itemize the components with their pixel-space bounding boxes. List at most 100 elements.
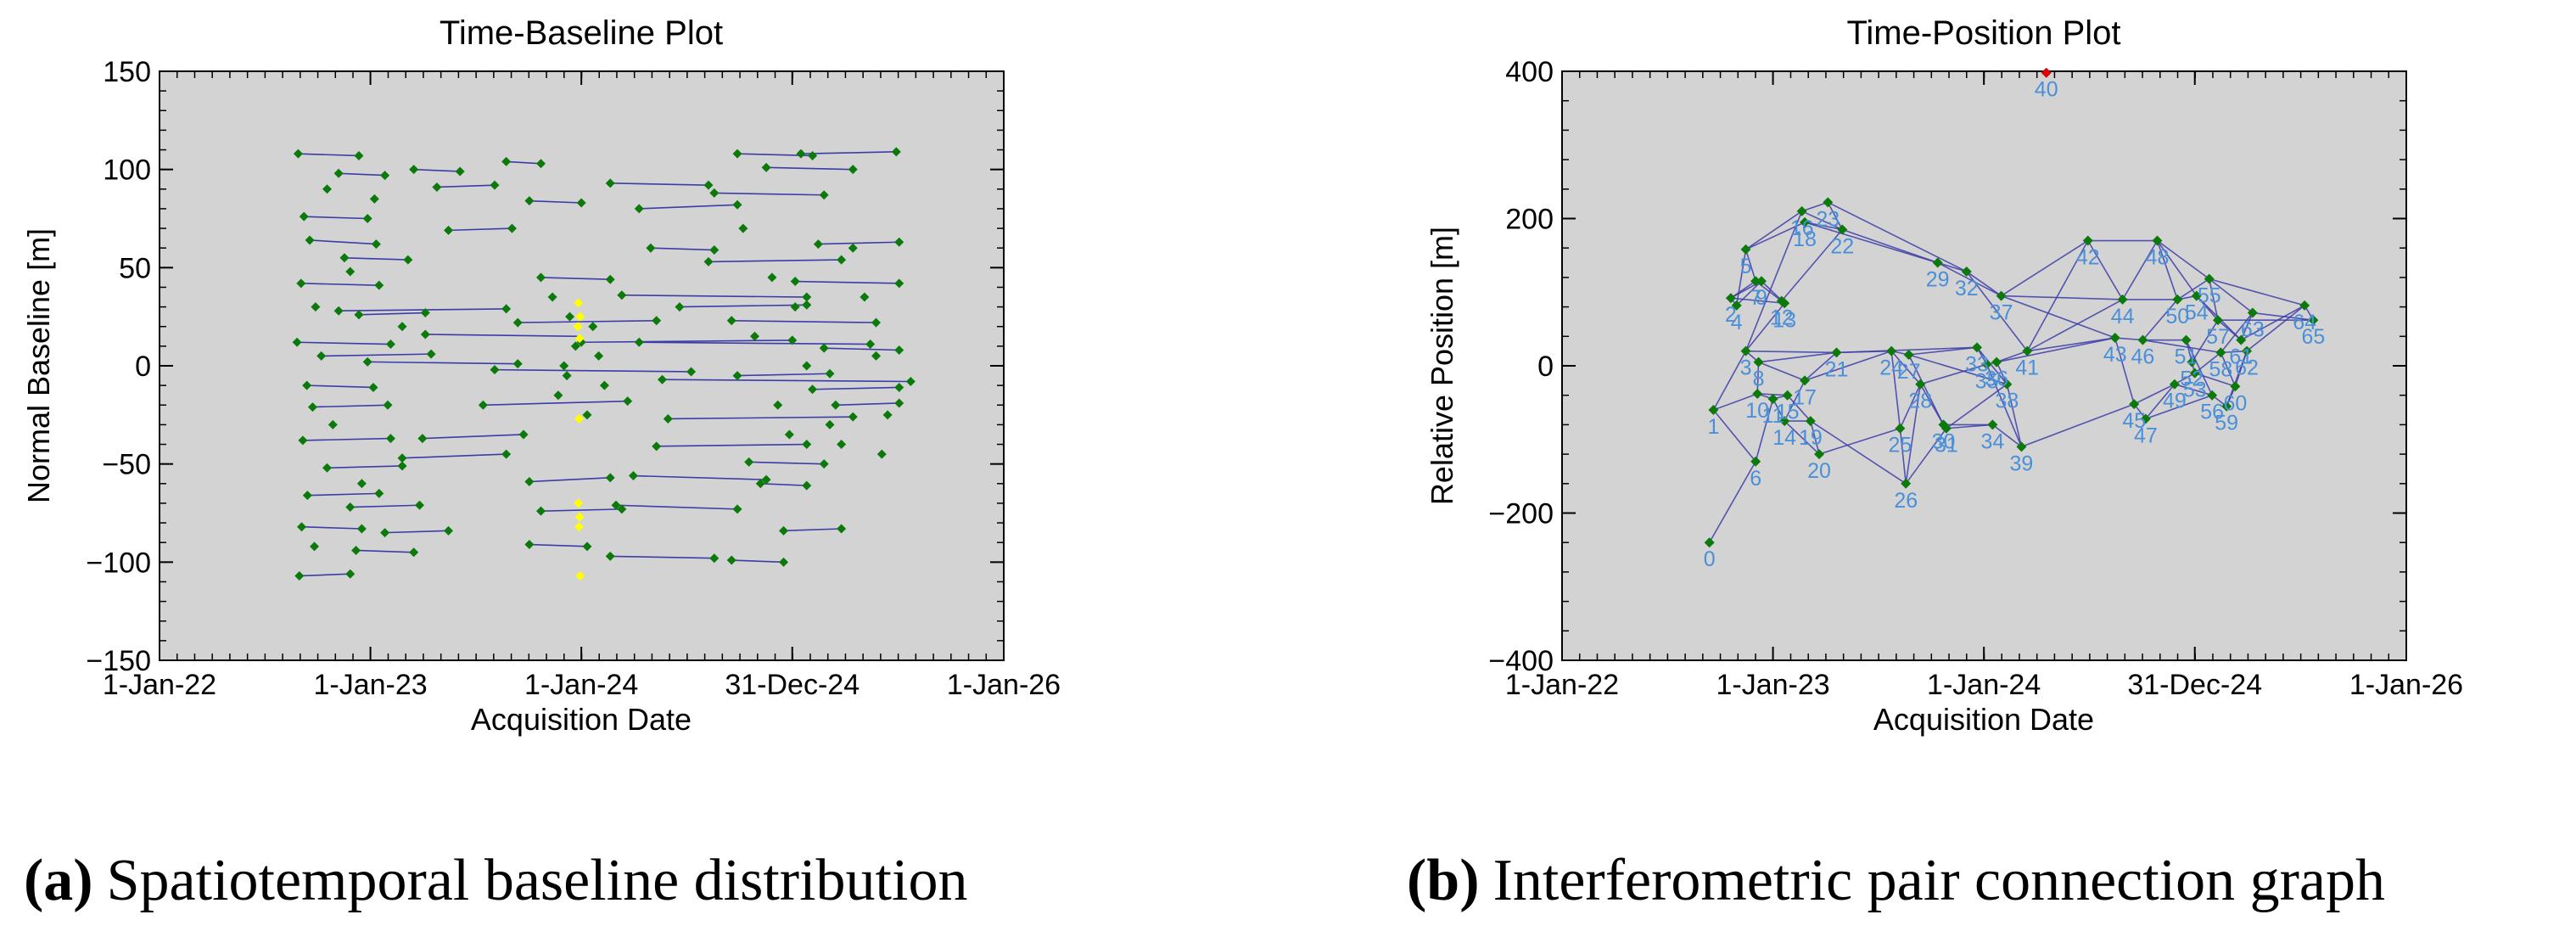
caption-a-text: Spatiotemporal baseline distribution: [107, 848, 968, 913]
acquisition-point: [894, 278, 904, 289]
connection-edge: [1991, 424, 2022, 448]
acquisition-node: [2189, 368, 2200, 379]
connection-edge: [2220, 312, 2254, 353]
pair-line: [358, 311, 426, 316]
acquisition-point: [322, 184, 333, 194]
connection-edge: [1744, 302, 1785, 352]
acquisition-point: [535, 506, 546, 516]
acquisition-point: [876, 449, 887, 459]
acquisition-point: [507, 223, 517, 233]
pair-line: [835, 402, 899, 407]
acquisition-point: [790, 277, 800, 287]
acquisition-point: [535, 272, 546, 283]
connection-edge: [1899, 384, 1921, 429]
acquisition-node: [2002, 379, 2013, 390]
connection-edge: [1810, 420, 1820, 455]
acquisition-point: [891, 147, 901, 157]
acquisition-point: [333, 168, 344, 178]
node-label: 40: [2035, 78, 2058, 102]
connection-edge: [2240, 305, 2305, 341]
acquisition-point: [802, 480, 812, 491]
node-label: 45: [2122, 409, 2146, 433]
acquisition-point: [397, 461, 407, 471]
acquisition-point: [565, 311, 575, 322]
acquisition-point: [501, 156, 512, 166]
connection-edge: [2001, 295, 2116, 339]
connection-edge: [2226, 351, 2248, 407]
pair-line: [540, 277, 611, 281]
acquisition-point: [594, 351, 604, 361]
acquisition-node: [2169, 379, 2180, 390]
pair-line: [621, 294, 807, 298]
acquisition-point: [726, 555, 736, 565]
reference-point: [574, 498, 584, 508]
acquisition-point: [808, 384, 818, 395]
acquisition-node: [1981, 359, 1992, 370]
chart-b-y-tick-label: 0: [1537, 351, 1554, 383]
acquisition-point: [796, 149, 806, 159]
acquisition-point: [623, 396, 633, 407]
connection-edge: [1756, 362, 1760, 394]
acquisition-point: [535, 159, 546, 169]
node-label: 5: [1740, 255, 1752, 278]
pair-line: [650, 247, 714, 251]
acquisition-node: [2308, 315, 2319, 326]
acquisition-point: [605, 274, 615, 284]
acquisition-node: [1740, 244, 1751, 255]
acquisition-point: [675, 302, 685, 312]
pair-line: [321, 353, 432, 357]
connection-edge: [1804, 351, 1838, 381]
acquisition-point: [802, 300, 812, 310]
acquisition-node: [2172, 294, 2183, 305]
acquisition-node: [1932, 257, 1943, 268]
connection-edge: [1985, 363, 2023, 447]
reference-point: [575, 311, 585, 322]
acquisition-point: [871, 317, 881, 328]
node-label: 37: [1990, 301, 2013, 325]
acquisition-point: [328, 419, 338, 429]
pair-line: [436, 184, 496, 188]
acquisition-point: [611, 500, 621, 510]
acquisition-node: [1901, 478, 1912, 489]
pair-line: [301, 525, 362, 530]
acquisition-point: [860, 292, 870, 302]
node-label: 64: [2293, 311, 2316, 334]
node-label: 50: [2165, 305, 2189, 328]
acquisition-point: [709, 188, 720, 198]
acquisition-point: [865, 339, 876, 350]
node-label: 20: [1807, 459, 1831, 483]
caption-b-letter: (b): [1407, 848, 1480, 913]
node-label: 26: [1894, 489, 1918, 513]
node-label: 0: [1704, 547, 1716, 571]
connection-edge: [2185, 339, 2213, 396]
acquisition-node: [1782, 390, 1793, 401]
chart-a-y-tick-label: −100: [86, 547, 151, 579]
connection-edge: [1890, 351, 1901, 429]
node-label: 34: [1980, 429, 2004, 453]
acquisition-node: [1767, 394, 1778, 405]
pair-line: [610, 555, 714, 559]
acquisition-point: [345, 502, 356, 513]
node-label: 39: [2010, 452, 2034, 475]
node-label: 46: [2131, 345, 2155, 369]
connection-edge: [1827, 202, 1844, 230]
pair-line: [300, 283, 379, 286]
node-label: 19: [1799, 426, 1823, 450]
time-baseline-panel: Time-Baseline Plot 1-Jan-22 1-Jan-23 1-Jan…: [21, 14, 1061, 913]
pair-line: [540, 508, 622, 512]
acquisition-node: [2191, 290, 2202, 301]
node-label: 57: [2206, 325, 2230, 349]
connection-edge: [1996, 337, 2115, 363]
acquisition-node: [2129, 399, 2140, 410]
acquisition-point: [380, 171, 390, 181]
acquisition-point: [848, 165, 858, 175]
node-label: 41: [2015, 356, 2039, 380]
acquisition-point: [808, 150, 818, 160]
acquisition-point: [732, 199, 742, 210]
acquisition-node: [2137, 334, 2148, 345]
connection-edge: [2246, 305, 2305, 352]
pair-line: [662, 379, 911, 383]
pair-line: [737, 373, 831, 377]
acquisition-point: [316, 351, 327, 361]
connection-edge: [1966, 271, 2028, 352]
